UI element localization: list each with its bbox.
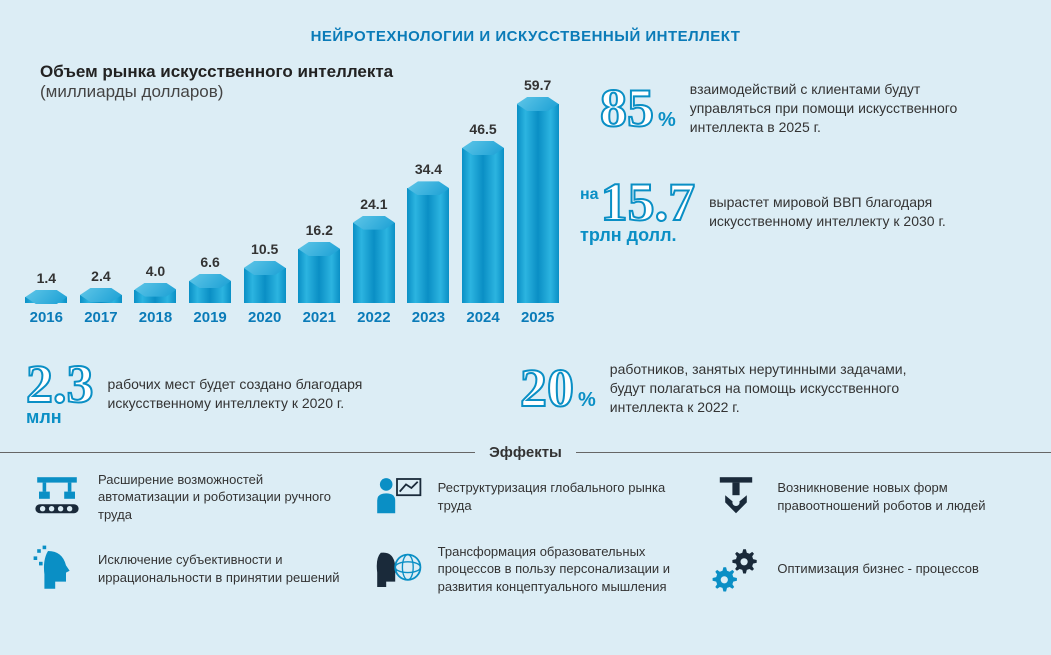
effect-item: Расширение возможностей автоматизации и …	[30, 470, 342, 524]
bar-value: 6.6	[200, 254, 219, 270]
bar-year: 2018	[139, 309, 172, 326]
stat4-text: работников, занятых нерутинными задачами…	[610, 360, 930, 417]
pixel-head-icon	[30, 542, 84, 596]
bar-year: 2016	[30, 309, 63, 326]
effect-text: Расширение возможностей автоматизации и …	[98, 471, 342, 524]
stat-2-3-mln: 2.3 млн рабочих мест будет создано благо…	[26, 360, 368, 428]
bar-value: 16.2	[306, 222, 333, 238]
stat-85-percent: 85 % взаимодействий с клиентами будут уп…	[600, 80, 960, 137]
stat2-unit: трлн долл.	[580, 225, 677, 246]
stat3-unit: млн	[26, 407, 62, 428]
head-globe-icon	[370, 542, 424, 596]
stat4-number: 20	[520, 364, 574, 413]
hr-left	[0, 452, 475, 453]
effect-text: Возникновение новых форм правоотношений …	[777, 479, 1021, 514]
bar-column: 24.1 2022	[350, 196, 399, 326]
bar-year: 2021	[303, 309, 336, 326]
bar-year: 2023	[412, 309, 445, 326]
stat2-prefix: на	[580, 186, 599, 204]
bar	[298, 242, 340, 303]
presenter-icon	[370, 470, 424, 524]
market-chart: 1.4 2016 2.4 2017 4.0 2018 6.6 2019 10.5 2020 16.2…	[22, 70, 562, 350]
bar-value: 10.5	[251, 241, 278, 257]
effect-item: Исключение субъективности и иррациональн…	[30, 542, 342, 596]
stat4-unit: %	[578, 389, 596, 412]
bar-column: 2.4 2017	[77, 268, 126, 326]
bar-column: 34.4 2023	[404, 161, 453, 326]
stat2-text: вырастет мировой ВВП благодаря искусстве…	[709, 193, 979, 231]
bar-year: 2017	[84, 309, 117, 326]
bar-column: 59.7 2025	[513, 77, 562, 326]
stat-20-percent: 20 % работников, занятых нерутинными зад…	[520, 360, 930, 417]
bar-value: 34.4	[415, 161, 442, 177]
bar-column: 16.2 2021	[295, 222, 344, 326]
stat1-text: взаимодействий с клиентами будут управля…	[690, 80, 960, 137]
bar-value: 24.1	[360, 196, 387, 212]
bar-column: 10.5 2020	[240, 241, 289, 326]
bar-year: 2024	[466, 309, 499, 326]
bar-column: 4.0 2018	[131, 263, 180, 326]
effect-text: Трансформация образовательных процессов …	[438, 543, 682, 596]
effects-divider: Эффекты	[0, 442, 1051, 462]
effect-text: Реструктуризация глобального рынка труда	[438, 479, 682, 514]
stat2-number: 15.7	[601, 178, 696, 227]
gears-icon	[709, 542, 763, 596]
bar-column: 46.5 2024	[459, 121, 508, 326]
effect-text: Исключение субъективности и иррациональн…	[98, 551, 342, 586]
bar	[407, 181, 449, 303]
bars-container: 1.4 2016 2.4 2017 4.0 2018 6.6 2019 10.5 2020 16.2…	[22, 86, 562, 326]
bar-year: 2020	[248, 309, 281, 326]
bar	[25, 290, 67, 303]
bar-value: 59.7	[524, 77, 551, 93]
conveyor-icon	[30, 470, 84, 524]
main-title: НЕЙРОТЕХНОЛОГИИ И ИСКУССТВЕННЫЙ ИНТЕЛЛЕК…	[0, 0, 1051, 45]
stat3-text: рабочих мест будет создано благодаря иск…	[108, 375, 368, 413]
bar	[517, 97, 559, 303]
bar-value: 46.5	[469, 121, 496, 137]
effect-text: Оптимизация бизнес - процессов	[777, 560, 979, 578]
bar	[189, 274, 231, 303]
bar	[244, 261, 286, 303]
bar-value: 1.4	[37, 270, 56, 286]
robot-claw-icon	[709, 470, 763, 524]
bar-year: 2025	[521, 309, 554, 326]
bar	[353, 216, 395, 303]
stat1-unit: %	[658, 109, 676, 132]
bar	[462, 141, 504, 303]
bar-column: 6.6 2019	[186, 254, 235, 326]
bar-year: 2022	[357, 309, 390, 326]
effect-item: Оптимизация бизнес - процессов	[709, 542, 1021, 596]
effect-item: Трансформация образовательных процессов …	[370, 542, 682, 596]
effect-item: Возникновение новых форм правоотношений …	[709, 470, 1021, 524]
bar-year: 2019	[193, 309, 226, 326]
stat-15-7-trln: на 15.7 трлн долл. вырастет мировой ВВП …	[580, 178, 979, 246]
stat3-number: 2.3	[26, 360, 94, 409]
effects-grid: Расширение возможностей автоматизации и …	[30, 470, 1021, 596]
bar-column: 1.4 2016	[22, 270, 71, 326]
bar-value: 4.0	[146, 263, 165, 279]
effects-label: Эффекты	[475, 444, 576, 461]
effect-item: Реструктуризация глобального рынка труда	[370, 470, 682, 524]
bar	[80, 288, 122, 303]
hr-right	[576, 452, 1051, 453]
stat1-number: 85	[600, 84, 654, 133]
bar-value: 2.4	[91, 268, 110, 284]
bar	[134, 283, 176, 303]
